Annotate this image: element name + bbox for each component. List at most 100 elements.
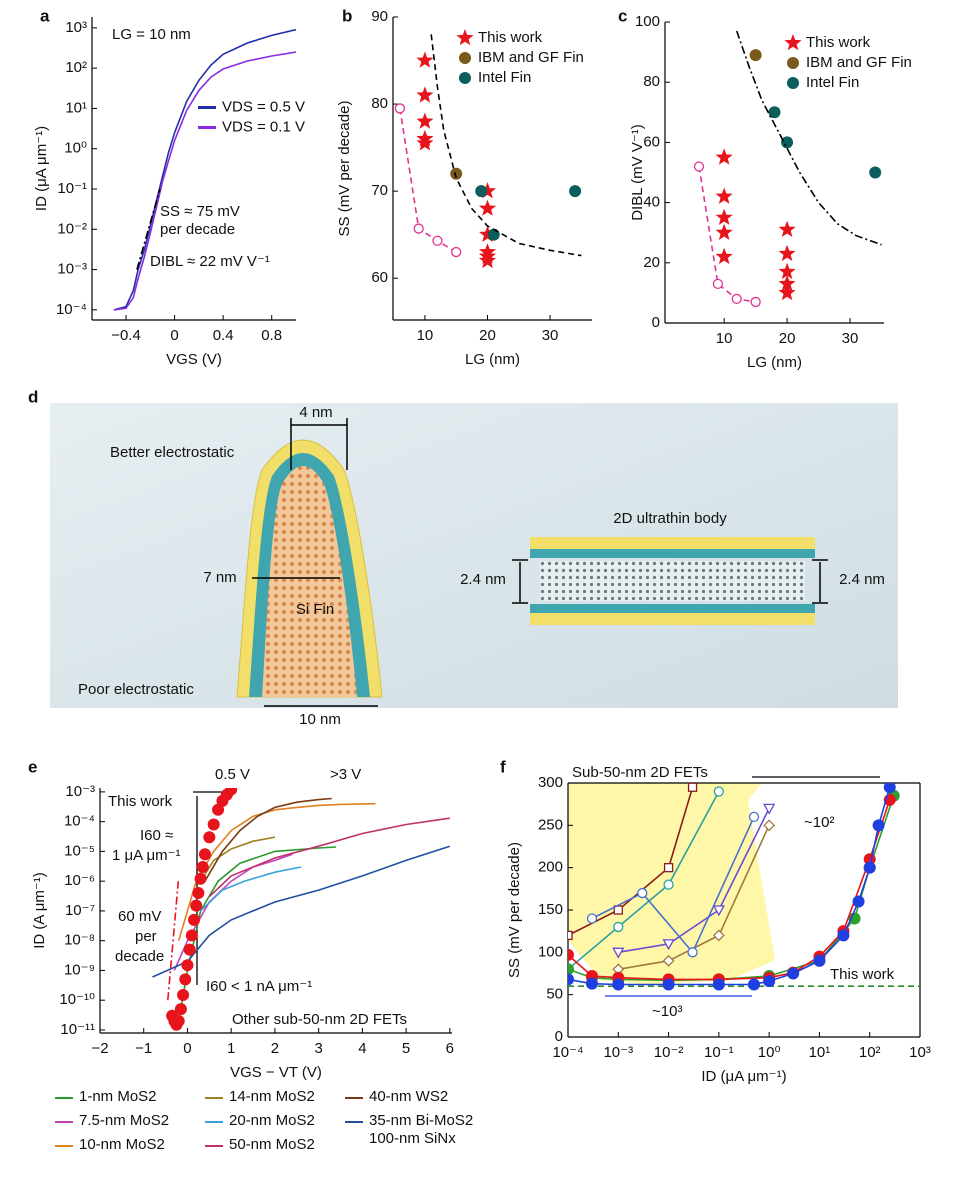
star-marker — [715, 148, 733, 165]
annotation: Other sub-50-nm 2D FETs — [232, 1011, 407, 1028]
diagram-label: 10 nm — [299, 711, 341, 728]
legend-swatch — [345, 1097, 363, 1099]
legend-item: 20-nm MoS2 — [205, 1112, 350, 1130]
y-tick-label: 100 — [635, 13, 660, 30]
annotation: I60 < 1 nA μm⁻¹ — [206, 978, 312, 995]
legend-label: This work — [806, 34, 871, 51]
y-tick-label: 10⁻² — [57, 220, 87, 237]
panel-label: f — [500, 757, 506, 776]
dimension-arrows — [252, 418, 828, 707]
legend-item: 10-nm MoS2 — [55, 1136, 200, 1154]
legend-label: 35-nm Bi-MoS2 100-nm SiNx — [369, 1112, 474, 1147]
series-line — [113, 28, 296, 311]
bottom-dielectric — [530, 604, 815, 613]
dot-marker — [179, 973, 192, 986]
circle-marker — [413, 223, 424, 234]
annotation: per — [135, 928, 157, 945]
y-tick-label: 300 — [538, 774, 563, 791]
x-axis-label: VGS − VT (V) — [230, 1064, 322, 1081]
annotation: 1 μA μm⁻¹ — [112, 847, 181, 864]
series-line — [204, 797, 332, 882]
x-tick-label: 0 — [183, 1040, 191, 1057]
dot-marker — [190, 899, 203, 912]
legend-label: This work — [478, 29, 543, 46]
dot-marker — [172, 1014, 185, 1027]
series-line — [152, 845, 451, 978]
legend-label: Intel Fin — [806, 74, 859, 91]
star-marker — [778, 283, 796, 301]
x-tick-label: 30 — [842, 330, 859, 347]
dot-marker — [837, 929, 850, 942]
dot-marker — [568, 948, 574, 961]
star-marker — [715, 247, 733, 265]
plot-area — [113, 28, 296, 311]
dot-marker — [749, 49, 762, 62]
legend-swatch — [205, 1145, 223, 1147]
y-tick-label: 10⁻⁶ — [64, 872, 95, 889]
legend-swatch — [55, 1097, 73, 1099]
x-tick-label: 10 — [716, 330, 733, 347]
circle-marker — [451, 246, 462, 258]
series-line — [208, 817, 450, 898]
dot-marker — [207, 818, 220, 831]
legend-item: 35-nm Bi-MoS2 100-nm SiNx — [345, 1112, 495, 1148]
dot-marker — [869, 166, 882, 179]
y-tick-label: 10³ — [65, 19, 87, 36]
y-tick-label: 10⁻⁴ — [56, 301, 87, 318]
series-line — [399, 108, 457, 253]
annotation: decade — [115, 948, 164, 965]
circle-marker — [613, 921, 624, 933]
y-tick-label: 10⁻³ — [57, 261, 87, 278]
star-marker — [715, 187, 733, 204]
diagram-label: 7 nm — [203, 569, 236, 586]
annotation: per decade — [160, 221, 235, 238]
diagram-label: Poor electrostatic — [78, 681, 194, 698]
series-line — [167, 881, 180, 1001]
y-tick-label: 0 — [652, 314, 660, 331]
x-tick-label: 20 — [779, 330, 796, 347]
dot-marker — [568, 973, 574, 986]
star-marker — [416, 86, 434, 103]
annotation: ~10² — [804, 814, 834, 831]
star-marker — [778, 220, 796, 237]
dot-marker — [748, 978, 761, 991]
circle-marker — [731, 293, 742, 305]
dot-marker — [194, 872, 207, 885]
y-axis-label: SS (mV per decade) — [336, 101, 353, 237]
legend-item: 14-nm MoS2 — [205, 1088, 350, 1106]
circle-marker — [637, 887, 648, 899]
circle-marker — [693, 161, 705, 172]
legend-label: 14-nm MoS2 — [229, 1088, 315, 1105]
star-marker — [456, 29, 474, 46]
legend-label: 50-nm MoS2 — [229, 1136, 315, 1153]
x-tick-label: 10¹ — [809, 1044, 831, 1061]
x-tick-label: −1 — [135, 1040, 152, 1057]
dot-marker — [612, 978, 625, 991]
legend-item: 7.5-nm MoS2 — [55, 1112, 200, 1130]
star-marker — [416, 51, 434, 68]
dot-marker — [568, 963, 574, 976]
y-tick-label: 10⁻⁹ — [64, 961, 95, 978]
y-tick-label: 150 — [538, 901, 563, 918]
legend-label: 40-nm WS2 — [369, 1088, 449, 1105]
dot-marker — [781, 136, 794, 149]
legend-swatch — [345, 1121, 363, 1123]
x-axis-label: LG (nm) — [465, 351, 520, 368]
dot-marker — [174, 1003, 187, 1016]
dot-marker — [813, 954, 826, 967]
y-axis-label: DIBL (mV V⁻¹) — [629, 124, 646, 221]
x-tick-label: 30 — [542, 327, 559, 344]
y-tick-label: 10² — [65, 59, 87, 76]
plot-area — [693, 30, 882, 308]
y-tick-label: 10⁻¹⁰ — [59, 991, 95, 1008]
legend-swatch — [205, 1097, 223, 1099]
panel-label: a — [40, 6, 50, 25]
2d-channel — [540, 561, 805, 601]
dot-marker — [852, 895, 865, 908]
legend-label: 20-nm MoS2 — [229, 1112, 315, 1129]
x-tick-label: 10³ — [909, 1044, 931, 1061]
annotation: Sub-50-nm 2D FETs — [572, 764, 708, 781]
dot-marker — [863, 861, 876, 874]
y-tick-label: 50 — [546, 986, 563, 1003]
